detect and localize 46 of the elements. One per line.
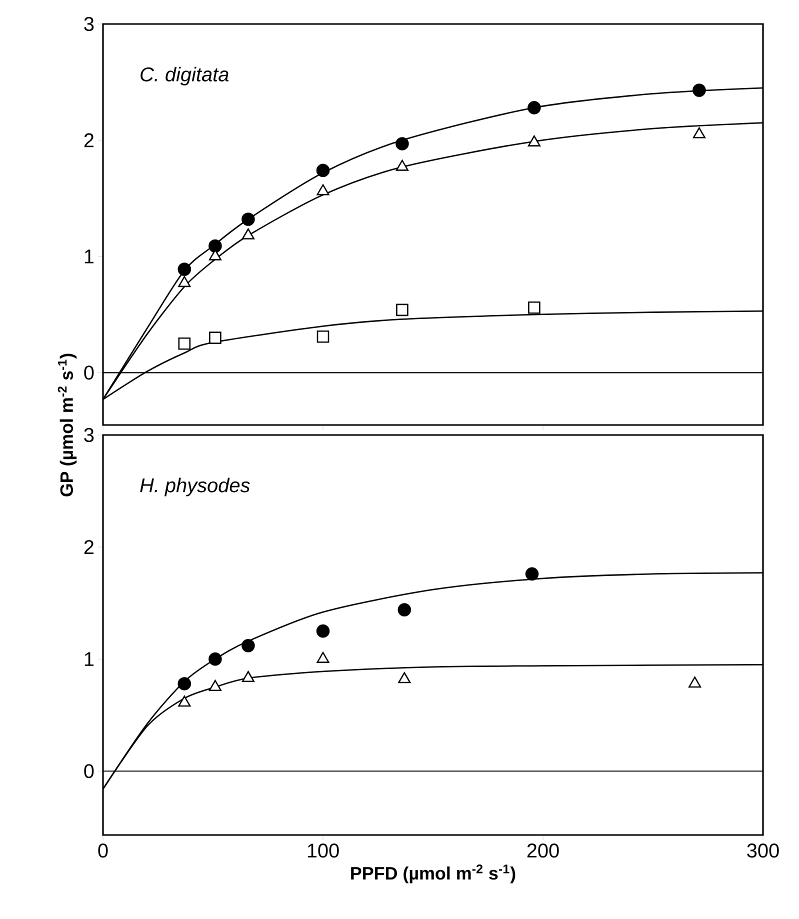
point: [208, 239, 222, 253]
point: [396, 137, 409, 150]
x-tick-label: 0: [98, 844, 108, 858]
y-tick-label: 3: [84, 428, 94, 442]
point: [208, 680, 222, 691]
y-tick-label: 1: [84, 250, 94, 264]
point: [528, 301, 540, 314]
point: [692, 127, 706, 138]
point: [398, 672, 411, 684]
point: [242, 212, 255, 226]
point: [242, 670, 254, 682]
y-tick-label: 1: [84, 652, 94, 666]
point: [209, 332, 222, 344]
point: [316, 652, 330, 663]
y-tick-label: 2: [84, 540, 94, 554]
point: [688, 676, 702, 688]
point: [396, 160, 408, 171]
point: [178, 337, 191, 350]
y-tick-label: 0: [84, 764, 94, 778]
point: [178, 276, 191, 288]
point: [396, 304, 408, 316]
point: [316, 184, 330, 196]
point: [242, 228, 254, 240]
point: [528, 135, 540, 146]
annotation: C. digitata: [140, 66, 229, 86]
y-tick-label: 3: [84, 16, 94, 32]
point: [178, 677, 192, 690]
point: [178, 262, 192, 276]
point: [316, 624, 330, 638]
point: [178, 696, 191, 707]
point: [316, 164, 330, 178]
point: [528, 101, 541, 114]
y-tick-label: 2: [84, 133, 94, 148]
y-tick-label: 0: [84, 366, 94, 380]
x-tick-label: 300: [747, 844, 779, 858]
point: [316, 330, 330, 343]
point: [525, 567, 539, 581]
point: [398, 603, 412, 616]
y-axis-title: GP (µmol m$^{-2}$ s$^{-1}$): [58, 354, 77, 496]
x-tick-label: 200: [527, 844, 559, 858]
point: [242, 638, 255, 652]
x-axis-title: PPFD (µmol m$^{-2}$ s$^{-1}$): [351, 864, 516, 884]
annotation: H. physodes: [140, 478, 250, 496]
point: [208, 652, 222, 666]
x-tick-label: 100: [308, 844, 339, 858]
point: [692, 84, 706, 97]
